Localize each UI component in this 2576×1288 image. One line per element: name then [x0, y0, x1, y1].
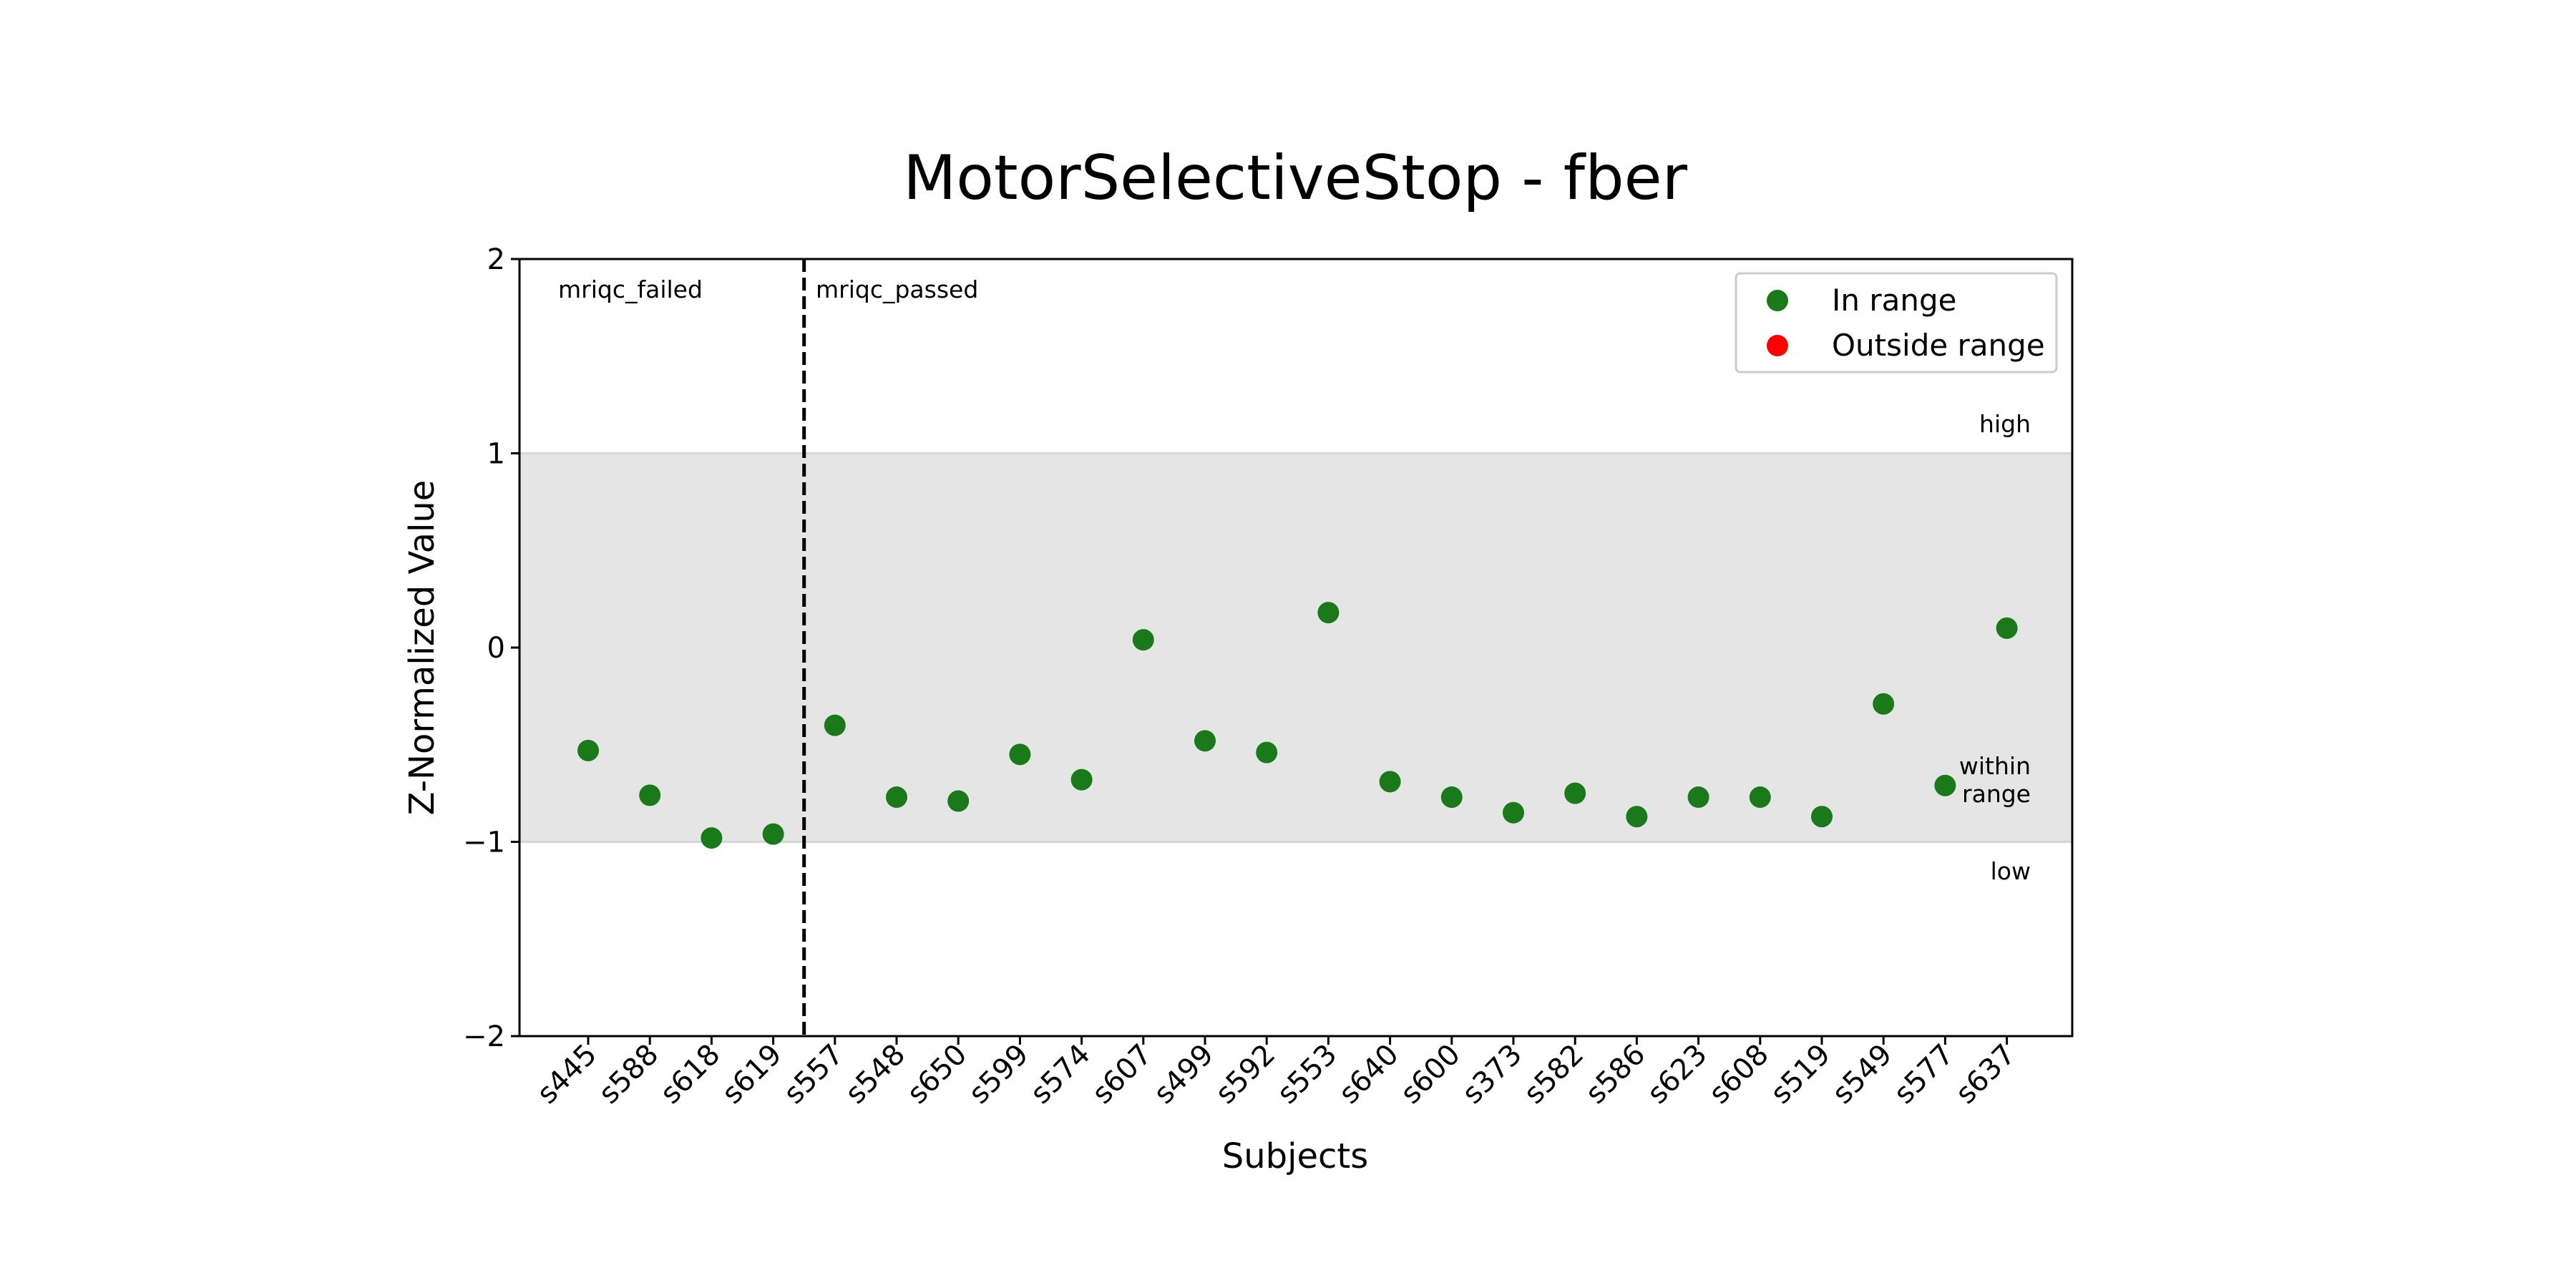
annotation-mriqc-passed: mriqc_passed [816, 275, 978, 303]
x-tick-label: s519 [1765, 1038, 1837, 1111]
y-tick-label: 1 [487, 438, 505, 471]
data-point-s588 [639, 784, 661, 806]
x-axis: s445s588s618s619s557s548s650s599s574s607… [531, 1036, 2022, 1111]
legend-frame [1735, 272, 2058, 374]
x-tick-label: s599 [962, 1038, 1035, 1111]
x-tick-label: s499 [1148, 1038, 1220, 1111]
data-point-s607 [1132, 629, 1154, 651]
x-tick-label: s600 [1395, 1038, 1467, 1111]
x-tick-label: s623 [1641, 1038, 1713, 1111]
data-point-s592 [1256, 741, 1278, 763]
x-tick-label: s577 [1888, 1038, 1960, 1111]
band-label-within-1: within [1959, 752, 2031, 780]
legend-marker-outside-range [1767, 335, 1788, 356]
band-label-within-2: range [1962, 780, 2031, 808]
plot-frame [518, 258, 2074, 1038]
data-point-s650 [947, 790, 970, 812]
data-points [577, 602, 2018, 849]
data-point-s519 [1811, 806, 1833, 828]
data-point-s577 [1934, 774, 1956, 796]
x-tick-label: s619 [716, 1038, 788, 1111]
data-point-s557 [824, 714, 846, 736]
x-tick-label: s608 [1703, 1038, 1775, 1111]
data-point-s373 [1503, 801, 1524, 824]
data-point-s549 [1873, 693, 1895, 715]
x-tick-label: s592 [1209, 1038, 1282, 1111]
legend-label-outside-range: Outside range [1832, 328, 2045, 363]
x-tick-label: s557 [778, 1038, 850, 1111]
x-tick-label: s553 [1271, 1038, 1343, 1111]
x-tick-label: s650 [901, 1038, 973, 1111]
annotation-mriqc-failed: mriqc_failed [558, 275, 703, 303]
y-axis: 2 1 0 −1 −2 [463, 243, 2074, 1053]
x-tick-label: s445 [531, 1038, 603, 1111]
y-axis-label: Z-Normalized Value [402, 480, 442, 816]
x-axis-label: Subjects [1222, 1136, 1368, 1176]
x-tick-label: s618 [654, 1038, 726, 1111]
band-label-low: low [1991, 857, 2031, 885]
x-tick-label: s586 [1579, 1038, 1652, 1111]
legend-label-in-range: In range [1832, 283, 1956, 318]
data-point-s445 [577, 739, 599, 761]
y-tick-label: −2 [463, 1020, 505, 1053]
x-tick-label: s549 [1826, 1038, 1898, 1111]
x-tick-label: s373 [1456, 1038, 1528, 1111]
data-point-s499 [1194, 730, 1216, 752]
data-point-s600 [1440, 786, 1463, 809]
data-point-s582 [1564, 782, 1586, 804]
band-label-high: high [1979, 410, 2031, 438]
y-tick-label: 2 [487, 243, 505, 276]
data-point-s619 [762, 823, 784, 845]
legend-marker-in-range [1767, 290, 1788, 311]
x-tick-label: s588 [592, 1038, 665, 1111]
y-tick-label: 0 [487, 632, 505, 665]
data-point-s548 [886, 786, 907, 809]
data-point-s586 [1626, 806, 1648, 828]
x-tick-label: s607 [1086, 1038, 1158, 1111]
data-point-s574 [1070, 769, 1093, 791]
data-point-s553 [1317, 602, 1340, 624]
data-point-s608 [1749, 786, 1771, 809]
y-tick-label: −1 [463, 826, 505, 859]
legend: In range Outside range [1735, 272, 2058, 374]
band-fill [519, 453, 2072, 842]
data-point-s637 [1996, 617, 2018, 639]
data-point-s599 [1009, 743, 1031, 766]
data-point-s640 [1379, 771, 1401, 793]
x-tick-label: s582 [1518, 1038, 1590, 1111]
within-range-band [519, 452, 2072, 843]
x-tick-label: s574 [1024, 1038, 1096, 1111]
data-point-s618 [701, 827, 723, 849]
chart-title: MotorSelectiveStop - fber [903, 142, 1688, 214]
x-tick-label: s637 [1949, 1038, 2021, 1111]
x-tick-label: s548 [839, 1038, 912, 1111]
data-point-s623 [1687, 786, 1709, 809]
x-tick-label: s640 [1332, 1038, 1405, 1111]
